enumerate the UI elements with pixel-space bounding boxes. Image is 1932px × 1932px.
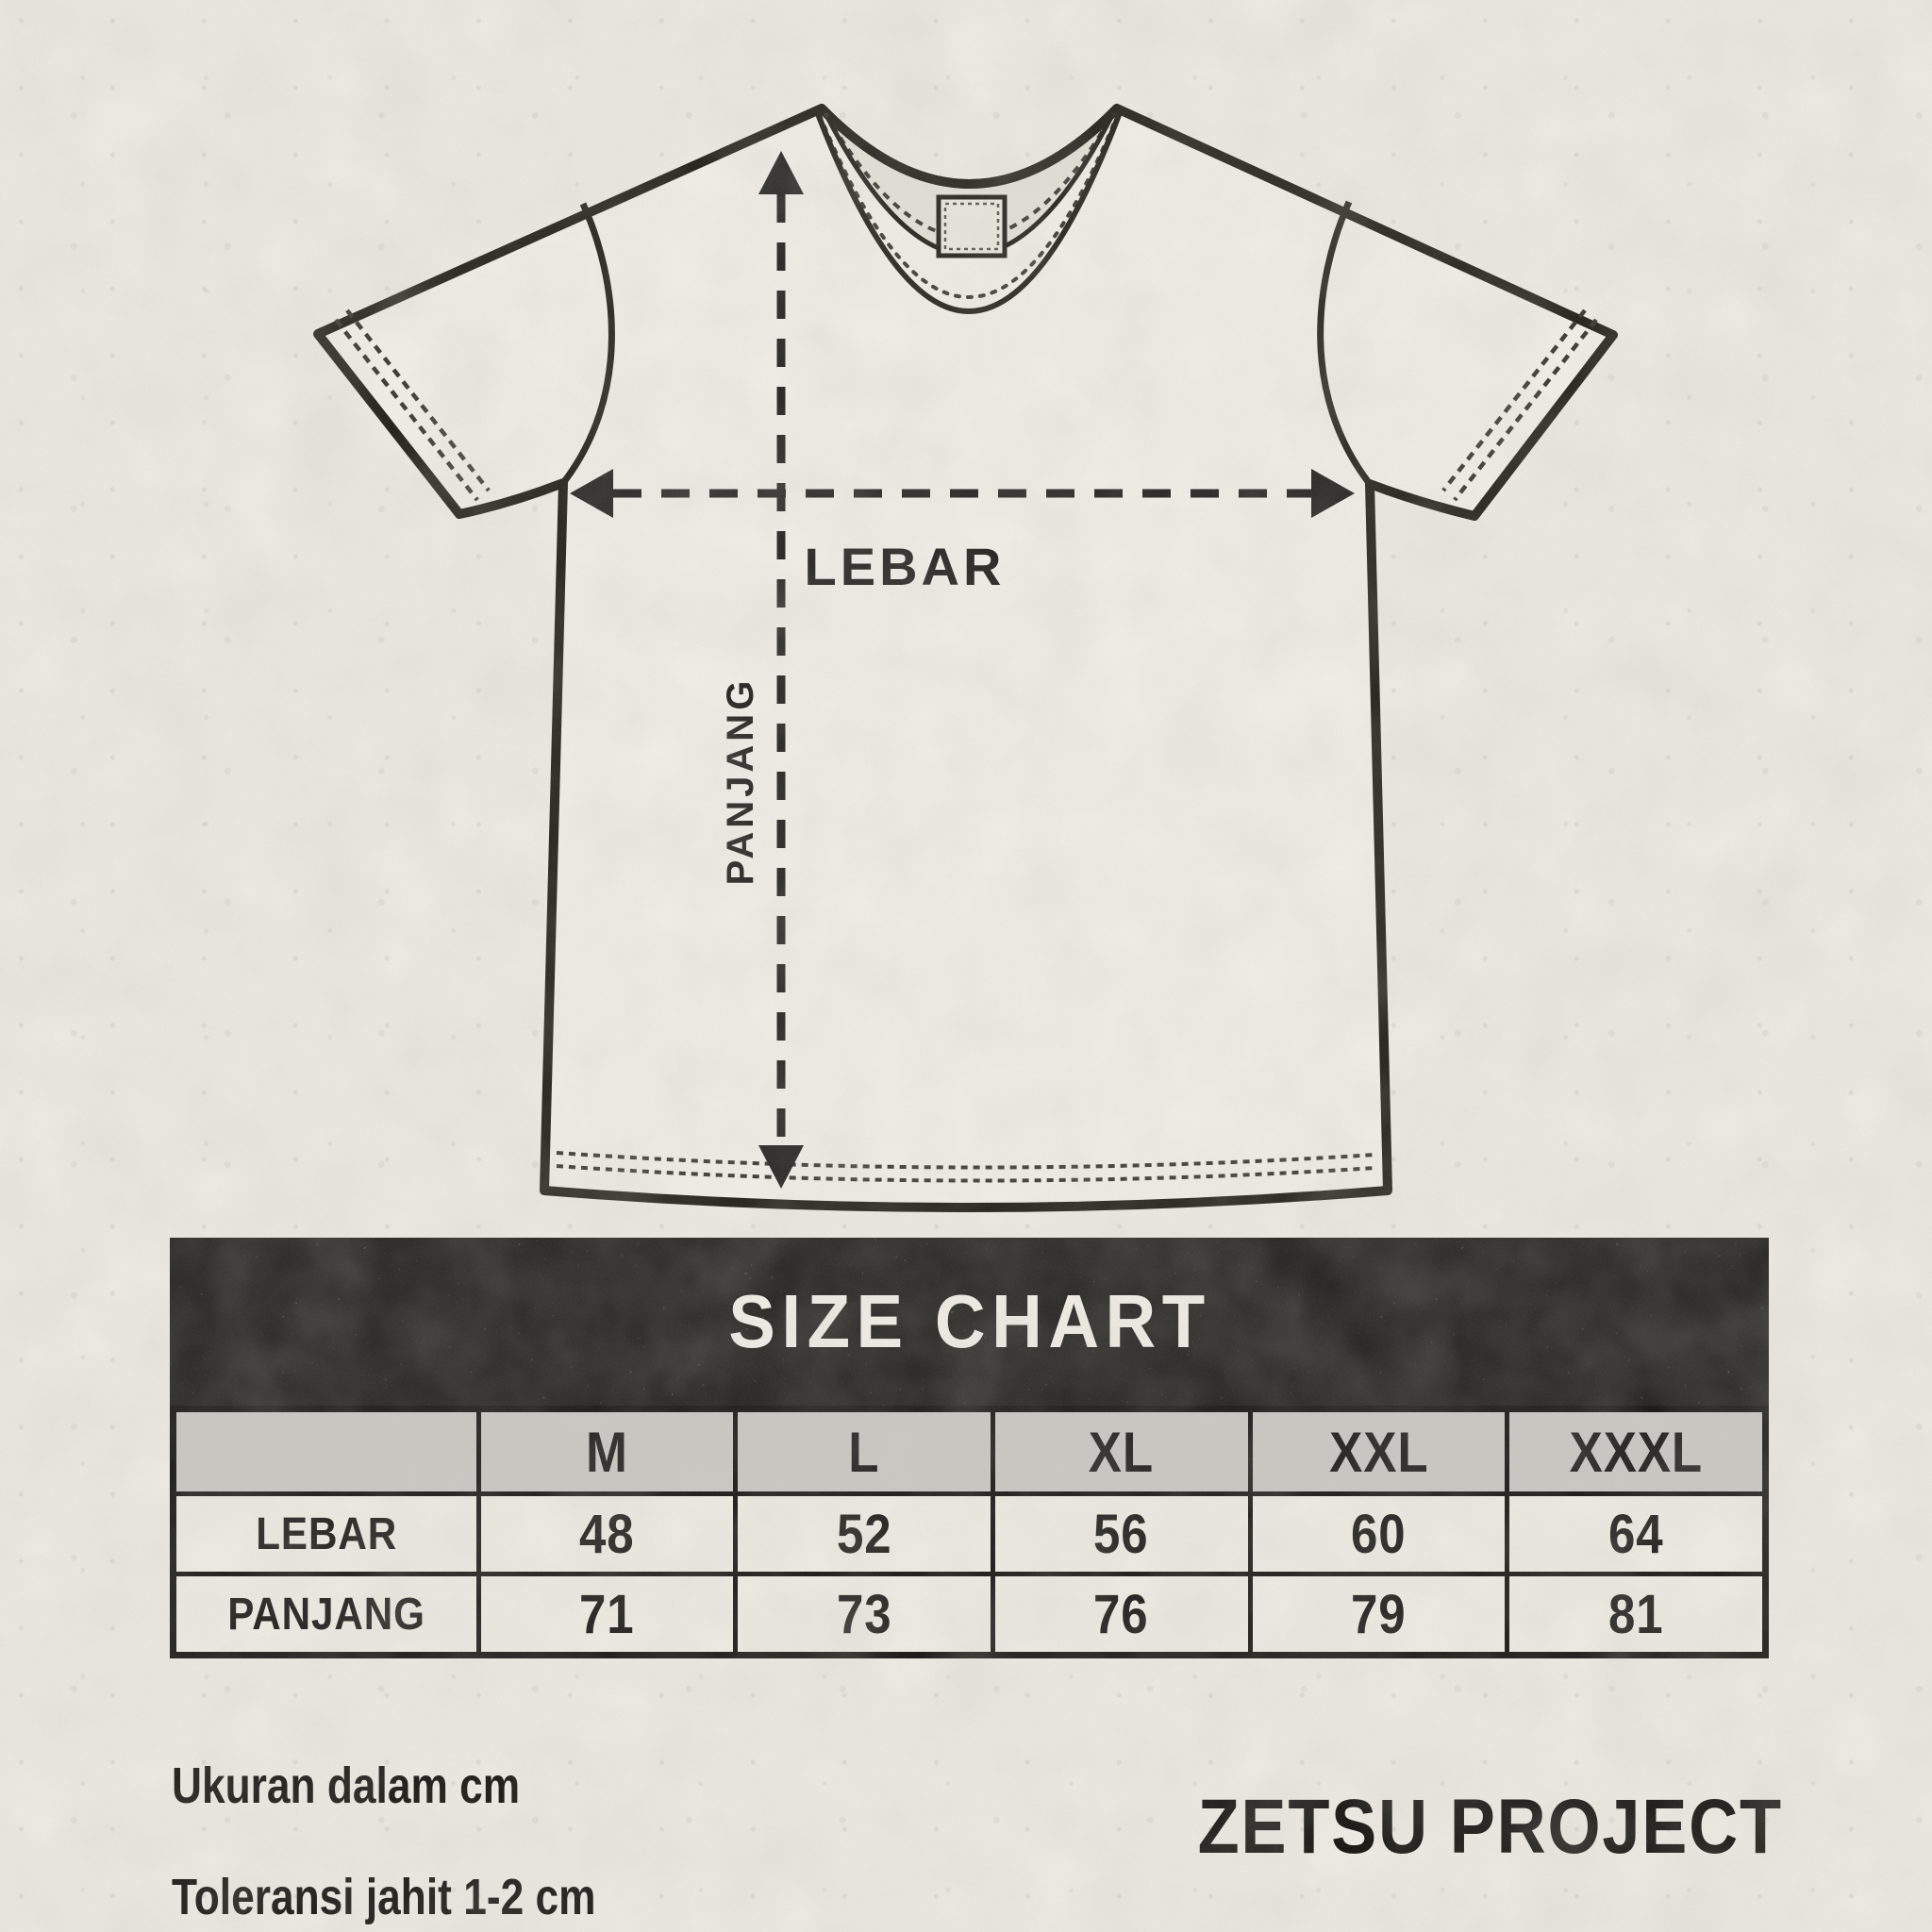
note-tolerance: Toleransi jahit 1-2 cm <box>172 1868 689 1926</box>
brand-logo-text: ZETSU PROJECT <box>1197 1784 1783 1870</box>
table-value: 76 <box>994 1576 1248 1652</box>
size-chart-title-band: SIZE CHART <box>170 1238 1769 1406</box>
note-units: Ukuran dalam cm <box>172 1757 596 1815</box>
value-label: 81 <box>1607 1583 1664 1645</box>
table-value: 71 <box>480 1576 734 1652</box>
value-label: 48 <box>579 1503 635 1565</box>
column-header-xl: XL <box>994 1412 1248 1491</box>
table-value: 60 <box>1252 1496 1506 1572</box>
column-header-xxxl: XXXL <box>1509 1412 1762 1491</box>
row-label-lebar: LEBAR <box>176 1496 476 1572</box>
row-label: LEBAR <box>255 1508 397 1559</box>
table-value: 48 <box>480 1496 734 1572</box>
note-units-text: Ukuran dalam cm <box>172 1757 521 1814</box>
table-corner-cell <box>176 1412 476 1491</box>
column-header-label: XL <box>1089 1420 1155 1484</box>
tshirt-diagram: LEBAR PANJANG <box>313 104 1618 1212</box>
column-header-xxl: XXL <box>1252 1412 1506 1491</box>
size-chart-title: SIZE CHART <box>727 1279 1211 1363</box>
width-arrow-label: LEBAR <box>805 537 1006 596</box>
row-label-panjang: PANJANG <box>176 1576 476 1652</box>
table-value: 56 <box>994 1496 1248 1572</box>
brand-logo: ZETSU PROJECT <box>1118 1783 1783 1872</box>
table-value: 64 <box>1509 1496 1762 1572</box>
column-header-label: XXXL <box>1569 1420 1703 1484</box>
value-label: 56 <box>1093 1503 1150 1565</box>
table-value: 52 <box>738 1496 991 1572</box>
value-label: 71 <box>579 1583 635 1645</box>
size-chart-table: M L XL XXL XXXL LEBAR 48 52 56 60 64 PAN… <box>170 1406 1769 1658</box>
column-header-m: M <box>480 1412 734 1491</box>
value-label: 60 <box>1351 1503 1407 1565</box>
size-chart-section: SIZE CHART M L XL XXL XXXL LEBAR 48 52 5… <box>170 1238 1769 1658</box>
column-header-label: XXL <box>1328 1420 1429 1484</box>
table-value: 73 <box>738 1576 991 1652</box>
table-value: 81 <box>1509 1576 1762 1652</box>
value-label: 52 <box>836 1503 892 1565</box>
value-label: 79 <box>1351 1583 1407 1645</box>
value-label: 73 <box>836 1583 892 1645</box>
value-label: 76 <box>1093 1583 1150 1645</box>
length-arrow-label: PANJANG <box>720 677 761 886</box>
column-header-l: L <box>738 1412 991 1491</box>
row-label: PANJANG <box>226 1589 425 1640</box>
note-tolerance-text: Toleransi jahit 1-2 cm <box>172 1869 596 1925</box>
tshirt-outline <box>313 104 1618 1212</box>
table-value: 79 <box>1252 1576 1506 1652</box>
value-label: 64 <box>1607 1503 1664 1565</box>
care-label <box>936 194 1008 258</box>
column-header-label: L <box>848 1420 880 1484</box>
column-header-label: M <box>585 1420 628 1484</box>
